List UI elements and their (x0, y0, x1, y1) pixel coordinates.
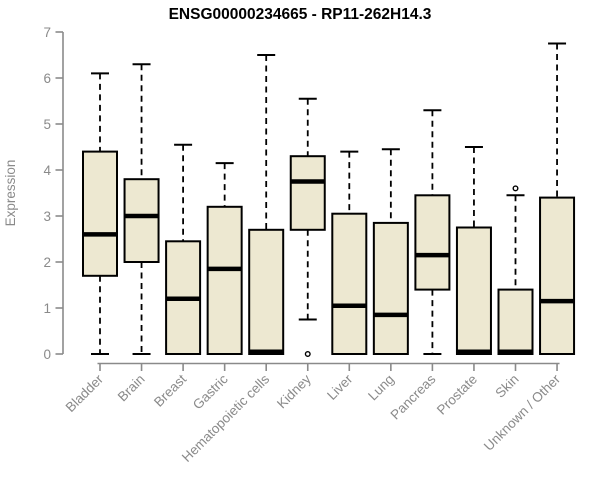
x-category-label: Pancreas (388, 371, 439, 422)
box (414, 194, 451, 291)
x-category-label: Gastric (190, 371, 231, 412)
outlier-point (512, 185, 519, 192)
x-category-label: Unknown / Other (481, 371, 564, 454)
y-tick-label: 5 (43, 117, 51, 132)
box (82, 150, 118, 277)
chart-title: ENSG00000234665 - RP11-262H14.3 (169, 6, 432, 23)
box (372, 221, 409, 355)
y-tick-label: 6 (43, 71, 51, 86)
box (539, 196, 576, 355)
x-category-label: Lung (365, 372, 397, 404)
y-axis-label: Expression (3, 160, 18, 227)
y-tick-label: 3 (43, 209, 51, 224)
x-category-label: Bladder (63, 371, 107, 415)
outlier-point (304, 351, 311, 358)
y-tick-label: 2 (43, 255, 51, 270)
y-tick-label: 7 (43, 25, 51, 40)
box (206, 205, 243, 355)
box (331, 212, 368, 355)
box (455, 226, 492, 355)
box (497, 288, 534, 356)
x-category-label: Brain (115, 372, 148, 405)
box (123, 178, 160, 263)
x-category-label: Skin (492, 372, 521, 401)
x-category-label: Liver (324, 371, 356, 403)
box (248, 228, 285, 355)
y-tick-label: 0 (43, 347, 51, 362)
box (289, 155, 326, 231)
x-category-label: Breast (151, 371, 189, 409)
y-tick-label: 1 (43, 301, 51, 316)
y-tick-label: 4 (43, 163, 51, 178)
x-category-label: Kidney (274, 371, 314, 411)
x-category-label: Prostate (434, 372, 480, 418)
